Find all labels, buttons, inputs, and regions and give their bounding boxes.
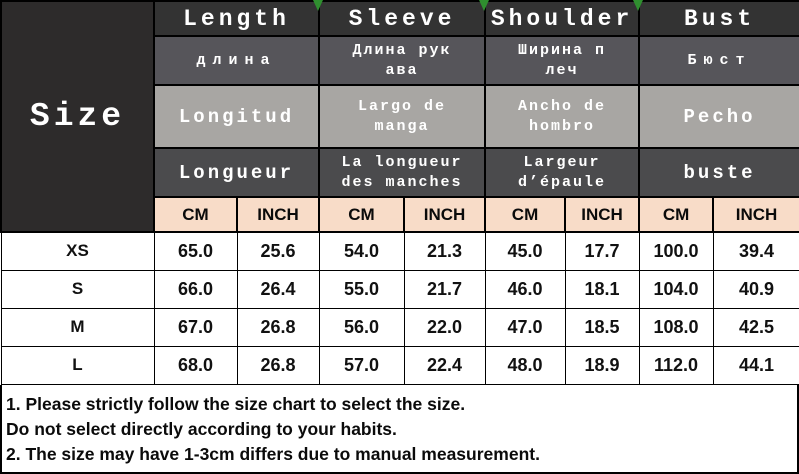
size-label-l: L xyxy=(0,345,155,385)
size-chart-table: Size Length Sleeve Shoulder Bust длина Д… xyxy=(0,0,799,385)
m-shoulder-cm: 47.0 xyxy=(484,307,566,347)
size-corner-cell: Size xyxy=(0,0,155,233)
unit-label-sleeve-cm: CM xyxy=(318,196,406,233)
note-line-1: 1. Please strictly follow the size chart… xyxy=(6,393,466,414)
xs-shoulder-inch: 17.7 xyxy=(564,231,640,271)
l-sleeve-inch: 22.4 xyxy=(403,345,486,385)
header-length-es: Longitud xyxy=(152,84,321,149)
s-shoulder-inch: 18.1 xyxy=(564,269,640,309)
m-bust-inch: 42.5 xyxy=(712,307,799,347)
l-shoulder-cm: 48.0 xyxy=(484,345,566,385)
l-sleeve-cm: 57.0 xyxy=(318,345,405,385)
header-length-en: Length xyxy=(152,0,321,37)
s-bust-cm: 104.0 xyxy=(638,269,714,309)
header-shoulder-ru: Ширина п леч xyxy=(484,35,641,86)
xs-shoulder-cm: 45.0 xyxy=(484,231,566,271)
l-length-inch: 26.8 xyxy=(236,345,320,385)
header-row-french: Longueur La longueur des manches Largeur… xyxy=(1,147,799,198)
unit-row: CM INCH CM INCH CM INCH CM INCH xyxy=(1,196,799,233)
l-bust-cm: 112.0 xyxy=(638,345,714,385)
header-shoulder-es: Ancho de hombro xyxy=(484,84,641,149)
green-marker-icon xyxy=(313,0,323,11)
header-sleeve-ru: Длина рук ава xyxy=(318,35,487,86)
table-row-xs: XS 65.0 25.6 54.0 21.3 45.0 17.7 100.0 3… xyxy=(0,231,799,271)
header-shoulder-fr: Largeur d’épaule xyxy=(484,147,641,198)
green-marker-icon xyxy=(633,0,643,11)
l-length-cm: 68.0 xyxy=(153,345,238,385)
s-length-cm: 66.0 xyxy=(153,269,238,309)
header-shoulder-en: Shoulder xyxy=(484,0,641,37)
size-label-xs: XS xyxy=(0,231,155,271)
unit-label-bust-cm: CM xyxy=(638,196,715,233)
header-bust-ru: Бюст xyxy=(638,35,799,86)
header-row-spanish: Longitud Largo de manga Ancho de hombro … xyxy=(1,84,799,149)
header-length-ru: длина xyxy=(152,35,321,86)
unit-label-length-inch: INCH xyxy=(235,196,321,233)
xs-bust-inch: 39.4 xyxy=(712,231,799,271)
l-bust-inch: 44.1 xyxy=(712,345,799,385)
m-length-cm: 67.0 xyxy=(153,307,238,347)
header-row-english: Size Length Sleeve Shoulder Bust xyxy=(0,0,799,233)
l-shoulder-inch: 18.9 xyxy=(564,345,640,385)
m-shoulder-inch: 18.5 xyxy=(564,307,640,347)
table-row-l: L 68.0 26.8 57.0 22.4 48.0 18.9 112.0 44… xyxy=(0,345,799,385)
header-sleeve-en: Sleeve xyxy=(318,0,487,37)
xs-sleeve-cm: 54.0 xyxy=(318,231,405,271)
m-sleeve-cm: 56.0 xyxy=(318,307,405,347)
unit-label-length-cm: CM xyxy=(153,196,238,233)
unit-label-bust-inch: INCH xyxy=(712,196,799,233)
header-length-fr: Longueur xyxy=(152,147,321,198)
unit-label-shoulder-inch: INCH xyxy=(564,196,641,233)
s-length-inch: 26.4 xyxy=(236,269,320,309)
s-bust-inch: 40.9 xyxy=(712,269,799,309)
note-line-2: Do not select directly according to your… xyxy=(6,418,397,439)
table-row-m: M 67.0 26.8 56.0 22.0 47.0 18.5 108.0 42… xyxy=(0,307,799,347)
size-label-s: S xyxy=(0,269,155,309)
xs-bust-cm: 100.0 xyxy=(638,231,714,271)
table-row-s: S 66.0 26.4 55.0 21.7 46.0 18.1 104.0 40… xyxy=(0,269,799,309)
notes-section: 1. Please strictly follow the size chart… xyxy=(0,384,799,474)
unit-label-shoulder-cm: CM xyxy=(484,196,567,233)
header-sleeve-fr: La longueur des manches xyxy=(318,147,487,198)
s-sleeve-cm: 55.0 xyxy=(318,269,405,309)
xs-length-inch: 25.6 xyxy=(236,231,320,271)
size-label-m: M xyxy=(0,307,155,347)
header-bust-es: Pecho xyxy=(638,84,799,149)
xs-length-cm: 65.0 xyxy=(153,231,238,271)
xs-sleeve-inch: 21.3 xyxy=(403,231,486,271)
s-shoulder-cm: 46.0 xyxy=(484,269,566,309)
m-sleeve-inch: 22.0 xyxy=(403,307,486,347)
unit-label-sleeve-inch: INCH xyxy=(403,196,487,233)
m-bust-cm: 108.0 xyxy=(638,307,714,347)
note-line-3: 2. The size may have 1-3cm differs due t… xyxy=(6,443,540,464)
green-marker-icon xyxy=(479,0,489,11)
header-row-russian: длина Длина рук ава Ширина п леч Бюст xyxy=(1,35,799,86)
header-sleeve-es: Largo de manga xyxy=(318,84,487,149)
s-sleeve-inch: 21.7 xyxy=(403,269,486,309)
header-bust-fr: buste xyxy=(638,147,799,198)
header-bust-en: Bust xyxy=(638,0,799,37)
m-length-inch: 26.8 xyxy=(236,307,320,347)
